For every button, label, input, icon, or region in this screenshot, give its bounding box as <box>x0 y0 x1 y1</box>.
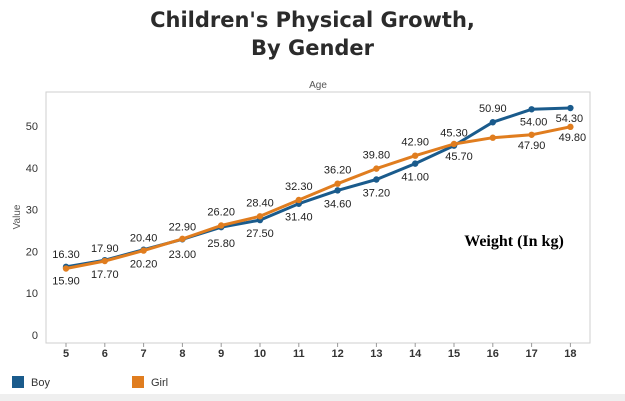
data-point-boy <box>412 160 419 167</box>
data-point-girl <box>256 213 264 220</box>
data-label-girl: 15.90 <box>52 276 80 288</box>
y-tick-label: 0 <box>32 330 38 342</box>
x-tick-label: 6 <box>102 348 108 360</box>
x-tick-label: 16 <box>487 348 499 360</box>
data-label-girl: 42.90 <box>401 137 429 149</box>
data-label-girl: 47.90 <box>518 140 546 152</box>
data-label-boy: 41.00 <box>401 172 429 184</box>
data-label-girl: 49.80 <box>559 132 587 144</box>
x-tick-label: 5 <box>63 348 69 360</box>
data-point-girl <box>62 265 70 272</box>
data-label-boy: 20.40 <box>130 233 158 245</box>
data-label-girl: 17.70 <box>91 269 119 281</box>
data-label-boy: 54.30 <box>556 113 584 125</box>
chart-title-line-2: By Gender <box>250 36 375 60</box>
axis-top-label: Age <box>309 80 327 91</box>
y-tick-label: 40 <box>26 163 38 175</box>
data-point-girl <box>412 152 419 159</box>
y-tick-label: 20 <box>26 246 38 258</box>
data-point-girl <box>528 131 535 138</box>
data-point-girl <box>450 140 458 148</box>
x-tick-label: 8 <box>179 348 185 360</box>
data-label-girl: 36.20 <box>324 165 352 177</box>
data-point-girl <box>101 257 109 265</box>
data-point-boy <box>528 106 535 113</box>
data-point-girl <box>140 247 147 254</box>
data-point-girl <box>179 235 186 243</box>
data-label-girl: 20.20 <box>130 259 158 271</box>
legend-label-boy: Boy <box>31 377 50 389</box>
data-point-girl <box>489 134 496 141</box>
legend-strip <box>0 394 625 401</box>
y-tick-label: 50 <box>26 121 38 133</box>
data-point-girl <box>567 123 574 131</box>
series-line-girl <box>64 125 572 270</box>
legend-swatch-girl <box>132 376 144 388</box>
data-label-boy: 50.90 <box>479 103 507 115</box>
data-label-boy: 37.20 <box>363 188 391 200</box>
data-label-boy: 17.90 <box>91 243 119 255</box>
x-tick-label: 14 <box>409 348 422 360</box>
data-point-boy <box>373 176 380 183</box>
y-axis-label: Value <box>12 204 23 229</box>
x-tick-label: 18 <box>564 348 576 360</box>
x-tick-label: 15 <box>448 348 460 360</box>
x-tick-label: 12 <box>331 348 343 360</box>
legend-swatch-boy <box>12 376 24 388</box>
data-point-boy <box>567 104 574 112</box>
x-tick-label: 17 <box>525 348 537 360</box>
data-label-boy: 25.80 <box>207 238 235 250</box>
data-label-boy: 31.40 <box>285 212 313 224</box>
chart-annotation: Weight (In kg) <box>464 233 564 250</box>
data-point-boy <box>489 119 496 126</box>
x-tick-label: 11 <box>293 348 305 360</box>
data-point-girl <box>334 180 341 187</box>
legend-label-girl: Girl <box>151 377 168 389</box>
x-tick-label: 10 <box>254 348 266 360</box>
data-label-girl: 39.80 <box>363 150 391 162</box>
data-label-girl: 32.30 <box>285 181 313 193</box>
chart-title-line-1: Children's Physical Growth, <box>150 8 475 32</box>
x-tick-label: 13 <box>370 348 382 360</box>
data-point-boy <box>334 187 341 194</box>
chart-title: Children's Physical Growth, By Gender <box>0 6 625 62</box>
data-label-boy: 27.50 <box>246 228 274 240</box>
data-label-boy: 34.60 <box>324 198 352 210</box>
data-label-boy: 54.00 <box>520 116 548 128</box>
data-point-girl <box>295 196 302 204</box>
y-tick-label: 30 <box>26 205 38 217</box>
plot-frame <box>45 91 591 344</box>
data-label-boy: 45.30 <box>440 128 468 140</box>
data-point-girl <box>218 222 225 229</box>
data-label-boy: 16.30 <box>52 249 80 261</box>
data-label-girl: 45.70 <box>445 151 473 163</box>
data-label-boy: 22.90 <box>169 221 197 233</box>
x-tick-label: 7 <box>141 348 147 360</box>
data-label-girl: 26.20 <box>207 206 235 218</box>
data-label-girl: 28.40 <box>246 197 274 209</box>
y-tick-label: 10 <box>26 288 38 300</box>
data-label-girl: 23.00 <box>169 249 197 261</box>
data-point-girl <box>373 165 380 172</box>
x-tick-label: 9 <box>218 348 224 360</box>
